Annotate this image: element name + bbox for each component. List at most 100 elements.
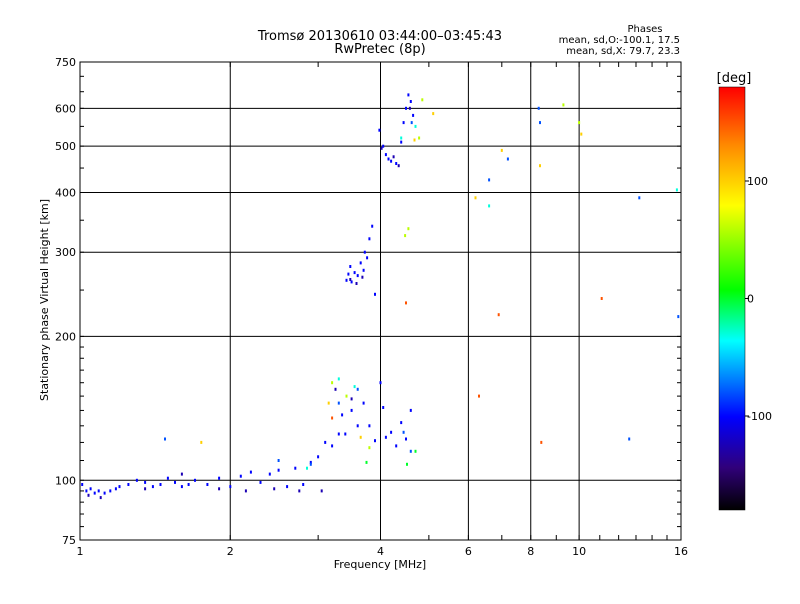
data-point	[414, 449, 417, 453]
data-point	[677, 315, 680, 319]
y-tick-label: 300	[55, 246, 76, 259]
data-point	[395, 162, 398, 165]
data-point	[400, 421, 403, 425]
data-point	[331, 416, 334, 420]
colorbar	[718, 86, 746, 511]
data-point	[404, 234, 407, 238]
data-point	[277, 468, 280, 472]
data-point	[371, 224, 374, 228]
y-tick-label: 75	[62, 534, 76, 547]
y-tick-label: 600	[55, 102, 76, 115]
data-point	[81, 483, 84, 486]
data-point	[350, 397, 353, 401]
data-point	[97, 489, 100, 493]
data-point	[363, 250, 366, 254]
data-point	[478, 394, 480, 398]
data-point	[407, 227, 410, 231]
data-point	[356, 274, 359, 278]
y-tick-label: 500	[55, 140, 76, 153]
data-point	[405, 437, 407, 441]
data-point	[353, 271, 356, 275]
data-point	[380, 146, 383, 150]
data-point	[392, 155, 395, 159]
data-point	[384, 153, 387, 157]
x-tick-label: 10	[572, 545, 586, 558]
data-point	[87, 493, 90, 497]
data-point	[309, 462, 312, 466]
y-axis-label: Stationary phase Virtual Height [km]	[38, 199, 51, 401]
data-point	[144, 487, 147, 491]
data-point	[539, 121, 541, 125]
grid	[80, 62, 681, 540]
data-point	[374, 439, 376, 443]
x-tick-label: 16	[674, 545, 688, 558]
data-point	[418, 136, 421, 140]
y-tick-label: 100	[55, 474, 76, 487]
data-point	[405, 106, 407, 110]
data-point	[159, 483, 162, 486]
data-point	[341, 413, 344, 417]
data-point	[397, 164, 400, 168]
data-point	[324, 440, 327, 444]
data-point	[578, 121, 581, 125]
data-point	[345, 394, 348, 398]
data-point	[628, 437, 631, 441]
data-point	[331, 444, 334, 448]
data-point	[409, 449, 412, 453]
data-point	[317, 455, 320, 459]
data-point	[99, 496, 102, 500]
data-point	[206, 483, 209, 486]
data-point	[406, 462, 408, 466]
data-point	[600, 297, 603, 300]
y-axis: 75 100 200 300 400 500 600 750	[55, 56, 681, 547]
data-point	[344, 432, 347, 436]
data-point	[320, 489, 323, 493]
data-point	[337, 401, 340, 405]
data-point	[400, 140, 403, 144]
data-point	[384, 435, 387, 439]
data-point	[218, 487, 221, 491]
data-point	[537, 106, 540, 110]
data-point	[349, 265, 352, 268]
data-point	[85, 489, 88, 493]
data-point	[390, 430, 393, 434]
y-tick-label: 750	[55, 56, 76, 69]
data-point	[361, 275, 364, 279]
data-point	[414, 124, 417, 128]
data-point	[506, 157, 509, 161]
data-point	[93, 491, 96, 495]
data-point	[675, 188, 678, 192]
data-point	[218, 476, 221, 480]
data-point	[337, 432, 340, 436]
data-point	[345, 278, 348, 282]
data-point	[395, 444, 398, 448]
data-point	[349, 278, 352, 281]
stats-heading: Phases	[627, 24, 662, 35]
data-point	[539, 164, 541, 168]
data-point	[331, 381, 334, 385]
y-tick-label: 200	[55, 330, 76, 343]
data-point	[166, 476, 169, 480]
data-point	[409, 408, 412, 412]
data-point	[239, 474, 242, 478]
data-point	[294, 466, 297, 470]
colorbar-label: [deg]	[717, 71, 752, 86]
data-point	[309, 460, 312, 464]
x-tick-label: 4	[377, 545, 384, 558]
data-point	[382, 144, 385, 148]
colorbar-tick-label: -100	[747, 410, 772, 423]
data-point	[194, 478, 196, 482]
data-point	[407, 93, 410, 97]
chart-title: Tromsø 20130610 03:44:00–03:45:43	[257, 29, 502, 44]
chart-subtitle: RwPretec (8p)	[334, 42, 425, 57]
colorbar-tick-label: 100	[747, 175, 768, 188]
data-point	[356, 387, 359, 391]
data-point	[127, 483, 130, 486]
data-point	[114, 487, 117, 491]
data-point	[362, 268, 365, 272]
data-point	[368, 424, 371, 428]
data-point	[366, 256, 369, 260]
data-point	[144, 480, 147, 484]
